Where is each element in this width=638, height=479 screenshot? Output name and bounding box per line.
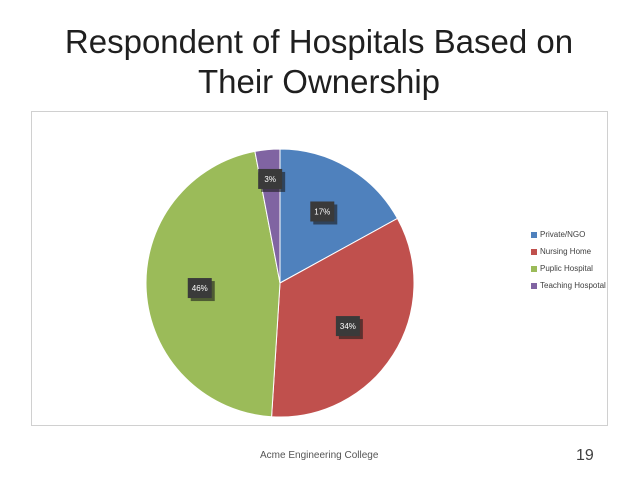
- data-label-text: 17%: [314, 207, 330, 216]
- legend-swatch: [531, 282, 537, 289]
- legend-swatch: [531, 248, 537, 255]
- legend-label: Nursing Home: [540, 247, 592, 256]
- legend-label: Private/NGO: [540, 230, 586, 239]
- slide-footer: Acme Engineering College: [260, 450, 379, 461]
- chart-area: 17% 34% 46% 3% Private/NGO Nursing Home Pup…: [31, 111, 608, 426]
- page-number: 19: [576, 447, 594, 464]
- legend-label: Puplic Hospital: [540, 264, 593, 273]
- data-label: 34%: [335, 316, 363, 340]
- chart-legend: Private/NGO Nursing Home Puplic Hospital…: [531, 226, 606, 294]
- legend-item: Nursing Home: [531, 243, 606, 260]
- pie-chart: 17% 34% 46% 3%: [145, 148, 415, 418]
- data-label: 17%: [310, 201, 338, 225]
- data-label-text: 34%: [340, 322, 356, 331]
- legend-item: Private/NGO: [531, 226, 606, 243]
- legend-swatch: [531, 231, 537, 238]
- data-label-text: 46%: [192, 284, 208, 293]
- legend-label: Teaching Hospotal: [540, 281, 606, 290]
- data-label: 46%: [187, 278, 215, 302]
- legend-item: Puplic Hospital: [531, 260, 606, 277]
- legend-swatch: [531, 265, 537, 272]
- data-label: 3%: [258, 168, 286, 192]
- slide-title: Respondent of Hospitals Based on Their O…: [64, 23, 574, 100]
- legend-item: Teaching Hospotal: [531, 277, 606, 294]
- pie-slice: [279, 148, 399, 284]
- data-label-text: 3%: [264, 175, 276, 184]
